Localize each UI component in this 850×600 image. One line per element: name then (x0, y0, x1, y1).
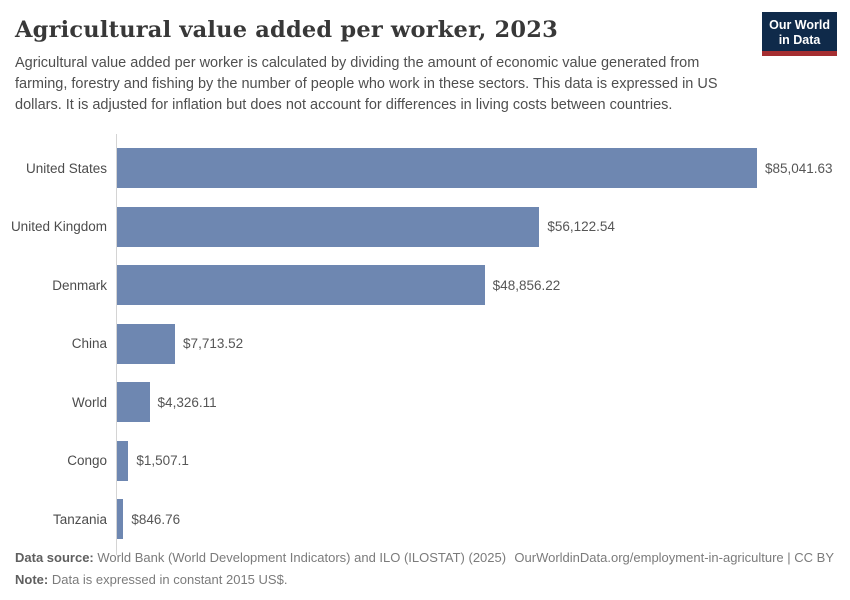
owid-logo[interactable]: Our World in Data (762, 12, 837, 56)
value-label: $4,326.11 (157, 394, 217, 410)
category-label: China (71, 336, 107, 352)
y-axis-line (116, 134, 117, 555)
chart-subtitle: Agricultural value added per worker is c… (15, 55, 718, 113)
category-label: Congo (67, 453, 107, 469)
data-source: Data source: World Bank (World Developme… (15, 550, 506, 565)
bar[interactable] (117, 499, 124, 540)
chart-footer: Data source: World Bank (World Developme… (15, 550, 834, 587)
plot-area: $4,326.11 (117, 373, 835, 432)
footer-line-1: Data source: World Bank (World Developme… (15, 550, 834, 565)
bar-row: United Kingdom $56,122.54 (0, 198, 835, 257)
plot-area: $85,041.63 (117, 139, 835, 198)
bar-row: China $7,713.52 (0, 315, 835, 374)
plot-area: $846.76 (117, 490, 835, 549)
value-label: $1,507.1 (136, 453, 189, 469)
bar-chart: United States $85,041.63 United Kingdom $56… (0, 133, 835, 557)
data-source-text: World Bank (World Development Indicators… (97, 550, 507, 565)
category-label: United States (25, 160, 107, 176)
bar[interactable] (117, 382, 150, 423)
category-label: Denmark (52, 277, 107, 293)
note-label: Note: (15, 572, 49, 587)
plot-area: $1,507.1 (117, 432, 835, 491)
value-label: $7,713.52 (183, 336, 244, 352)
category-label: United Kingdom (10, 219, 107, 235)
value-label: $85,041.63 (765, 160, 833, 176)
category-label: World (71, 394, 107, 410)
bar-rows: United States $85,041.63 United Kingdom $56… (0, 133, 835, 549)
note-text: Data is expressed in constant 2015 US$. (51, 572, 288, 587)
bar-row: Tanzania $846.76 (0, 490, 835, 549)
page-title: Agricultural value added per worker, 202… (15, 17, 558, 43)
value-label: $56,122.54 (547, 219, 615, 235)
plot-area: $48,856.22 (117, 256, 835, 315)
value-label: $846.76 (131, 511, 181, 527)
bar-row: World $4,326.11 (0, 373, 835, 432)
category-label: Tanzania (52, 511, 107, 527)
bar-row: Congo $1,507.1 (0, 432, 835, 491)
owid-logo-line1: Our World (769, 18, 830, 32)
data-source-label: Data source: (15, 550, 94, 565)
owid-logo-line2: in Data (778, 32, 821, 47)
plot-area: $56,122.54 (117, 198, 835, 257)
bar[interactable] (117, 440, 129, 481)
bar-row: Denmark $48,856.22 (0, 256, 835, 315)
footer-note: Note: Data is expressed in constant 2015… (15, 572, 834, 587)
bar[interactable] (117, 148, 757, 189)
citation: OurWorldinData.org/employment-in-agricul… (514, 550, 834, 565)
plot-area: $7,713.52 (117, 315, 835, 374)
bar[interactable] (117, 265, 485, 306)
bar[interactable] (117, 323, 176, 364)
bar-row: United States $85,041.63 (0, 139, 835, 198)
value-label: $48,856.22 (492, 277, 561, 293)
chart-header: Agricultural value added per worker, 202… (0, 0, 850, 116)
bar[interactable] (117, 206, 540, 247)
